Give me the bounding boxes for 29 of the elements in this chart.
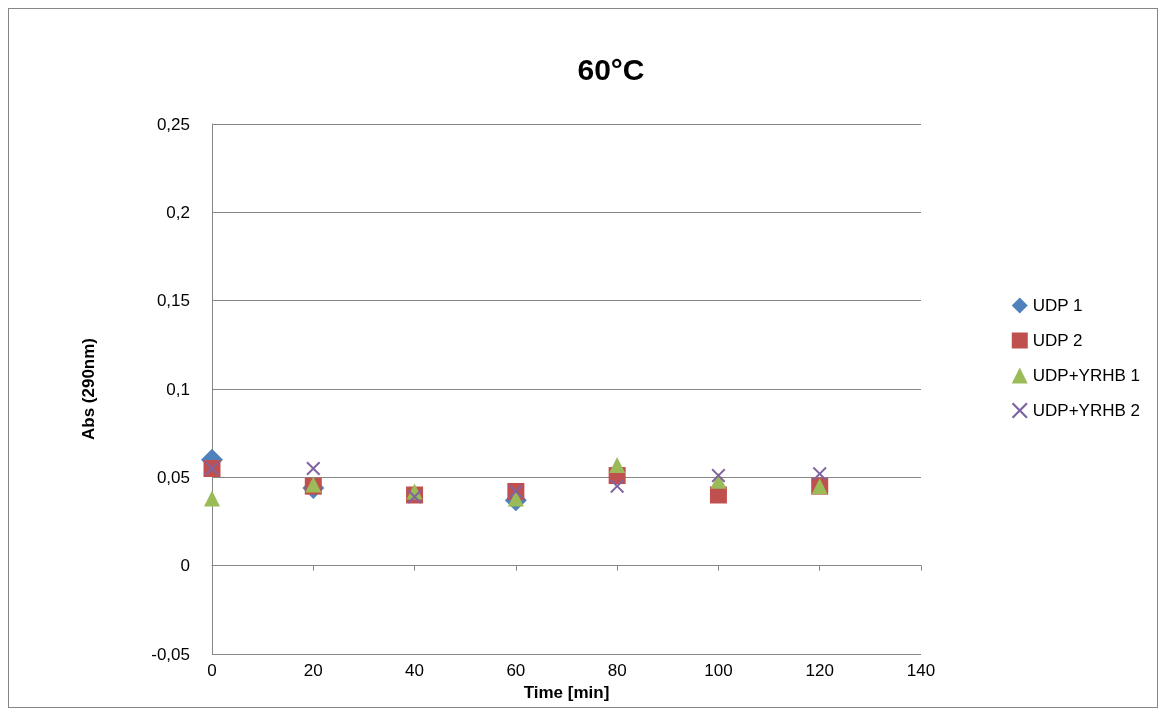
y-tick-label: 0,05 [156, 467, 190, 487]
x-tick-label: 0 [207, 661, 217, 680]
point [610, 479, 625, 494]
x-tick-label: 80 [607, 661, 627, 680]
x-tick-label: 40 [405, 661, 425, 680]
y-tick-label: 0,1 [166, 379, 190, 399]
x-tick-label: 100 [704, 661, 733, 680]
y-tick-label: 0,25 [156, 114, 190, 134]
y-tick-label: 0 [180, 556, 190, 576]
legend-label: UDP+YRHB 1 [1032, 366, 1140, 385]
point [812, 466, 827, 481]
point [306, 461, 321, 476]
x-axis-title: Time [min] [523, 682, 610, 702]
y-tick-label: 0,15 [156, 291, 190, 311]
legend-label: UDP 2 [1032, 331, 1083, 350]
point [507, 490, 524, 507]
y-tick-label: -0,05 [151, 644, 190, 664]
point [711, 468, 726, 483]
x-tick-label: 120 [805, 661, 834, 680]
y-tick-label: 0,2 [166, 202, 190, 222]
legend-label: UDP 1 [1032, 296, 1083, 315]
point [609, 456, 626, 473]
legend-label: UDP+YRHB 2 [1032, 401, 1140, 420]
x-tick-label: 20 [303, 661, 323, 680]
y-axis-title: Abs (290nm) [79, 337, 98, 441]
x-tick-label: 60 [506, 661, 526, 680]
x-tick-label: 140 [906, 661, 936, 680]
point [204, 490, 220, 507]
chart-title: 60°C [577, 52, 645, 86]
